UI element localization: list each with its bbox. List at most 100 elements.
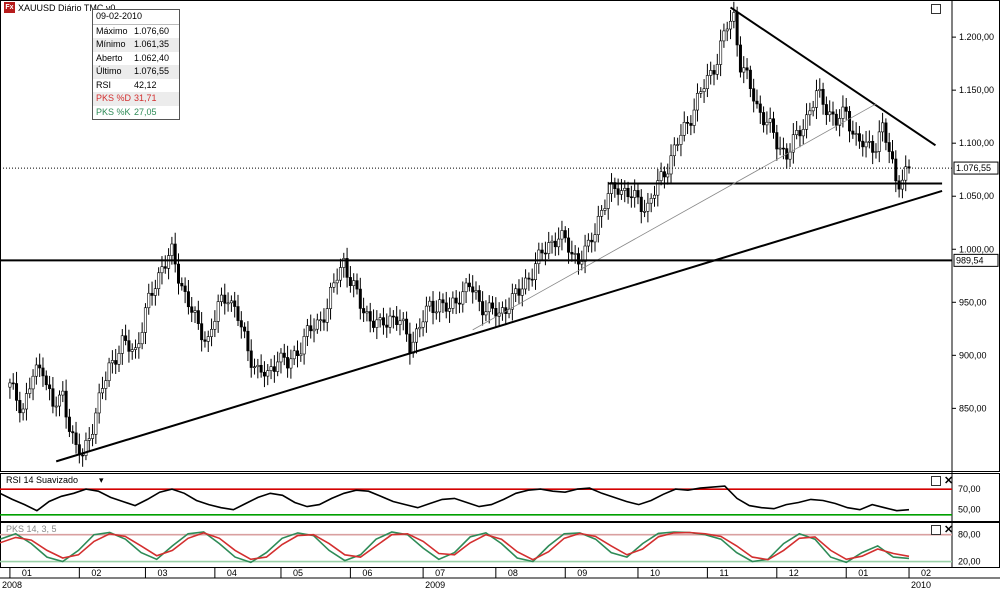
y-tick-label: 1.000,00 [959, 244, 994, 254]
x-month-label: 07 [435, 568, 445, 578]
rsi-close-icon[interactable]: ✕ [944, 475, 954, 487]
candle-body [190, 306, 194, 313]
candle-body [567, 237, 571, 253]
candle-body [372, 320, 376, 328]
candle-body [900, 179, 904, 190]
row-value: 42,12 [134, 79, 157, 90]
candle-body [778, 147, 782, 150]
candle-body [904, 166, 908, 181]
pks-panel-title[interactable]: PKS 14, 3, 5 [6, 524, 57, 534]
candle-body [659, 171, 663, 181]
candle-body [206, 336, 210, 342]
candle-body [848, 111, 852, 132]
candle-body [557, 238, 561, 248]
candle-body [325, 308, 329, 323]
candle-body [586, 239, 590, 247]
candle-body [828, 111, 832, 116]
candle-body [884, 122, 888, 143]
candle-body [510, 293, 514, 310]
candle-body [81, 454, 85, 457]
candle-body [309, 325, 313, 332]
rsi-maximize-button[interactable] [931, 476, 941, 486]
data-window: 09-02-2010 Máximo 1.076,60 Mínimo 1.061,… [92, 9, 180, 120]
candle-body [289, 358, 293, 369]
candle-body [253, 366, 257, 369]
pks-close-icon[interactable]: ✕ [944, 524, 954, 536]
candle-body [874, 151, 878, 153]
candle-body [319, 319, 323, 322]
candle-body [434, 311, 438, 314]
candle-body [315, 319, 319, 330]
candle-body [583, 245, 587, 262]
candle-body [514, 288, 518, 294]
candle-body [41, 367, 45, 377]
candle-body [352, 280, 356, 286]
candle-body [871, 140, 875, 153]
candle-body [626, 187, 630, 198]
candle-body [821, 88, 825, 105]
candle-body [203, 339, 207, 342]
row-value: 1.062,40 [134, 52, 170, 63]
row-label: PKS %K [96, 106, 131, 117]
candle-body [745, 67, 749, 71]
row-label: Máximo [96, 25, 128, 36]
candle-body [418, 326, 422, 330]
candle-body [692, 109, 696, 126]
candle-body [537, 249, 541, 265]
candle-body [603, 208, 607, 211]
candle-body [15, 383, 19, 401]
candle-body [150, 292, 154, 296]
candle-body [147, 292, 151, 309]
rsi-panel-title[interactable]: RSI 14 Suavizado [6, 475, 79, 485]
candle-body [722, 30, 726, 42]
candle-body [137, 343, 141, 349]
candle-body [28, 388, 32, 394]
candle-body [610, 182, 614, 194]
candle-body [798, 130, 802, 137]
chart-title[interactable]: XAUUSD Diário TMC v0 [18, 2, 116, 13]
candle-body [21, 408, 25, 414]
candle-body [719, 40, 723, 65]
x-year-label: 2008 [2, 580, 22, 590]
candle-body [219, 294, 223, 302]
candle-body [67, 416, 71, 432]
candle-body [338, 267, 342, 281]
pks-maximize-button[interactable] [931, 525, 941, 535]
candle-body [831, 111, 835, 115]
candle-body [861, 140, 865, 148]
candle-body [177, 263, 181, 284]
candle-body [590, 239, 594, 243]
candle-body [388, 315, 392, 328]
candle-body [686, 121, 690, 124]
candle-body [771, 118, 775, 133]
candle-body [801, 129, 805, 137]
data-window-row: PKS %K 27,05 [93, 106, 179, 120]
app-logo-icon: Fx [4, 2, 15, 13]
candle-body [332, 282, 336, 288]
candle-body [213, 321, 217, 330]
candle-body [243, 326, 247, 332]
candle-body [702, 88, 706, 92]
candle-body [196, 310, 200, 324]
candle-body [619, 190, 623, 195]
row-label: Último [96, 66, 122, 76]
candle-body [669, 155, 673, 175]
candle-body [672, 144, 676, 157]
candle-body [94, 412, 98, 435]
candle-body [818, 88, 822, 92]
candle-body [11, 382, 15, 385]
chevron-down-icon[interactable]: ▾ [99, 475, 104, 485]
rsi-tick-label: 50,00 [958, 505, 981, 515]
candle-body [814, 90, 818, 108]
candle-body [461, 291, 465, 305]
x-month-label: 05 [293, 568, 303, 578]
maximize-button[interactable] [931, 4, 941, 14]
x-month-label: 03 [157, 568, 167, 578]
candle-body [543, 252, 547, 255]
candle-body [193, 310, 197, 313]
candle-body [246, 330, 250, 352]
candle-body [606, 193, 610, 209]
candle-body [295, 350, 299, 356]
